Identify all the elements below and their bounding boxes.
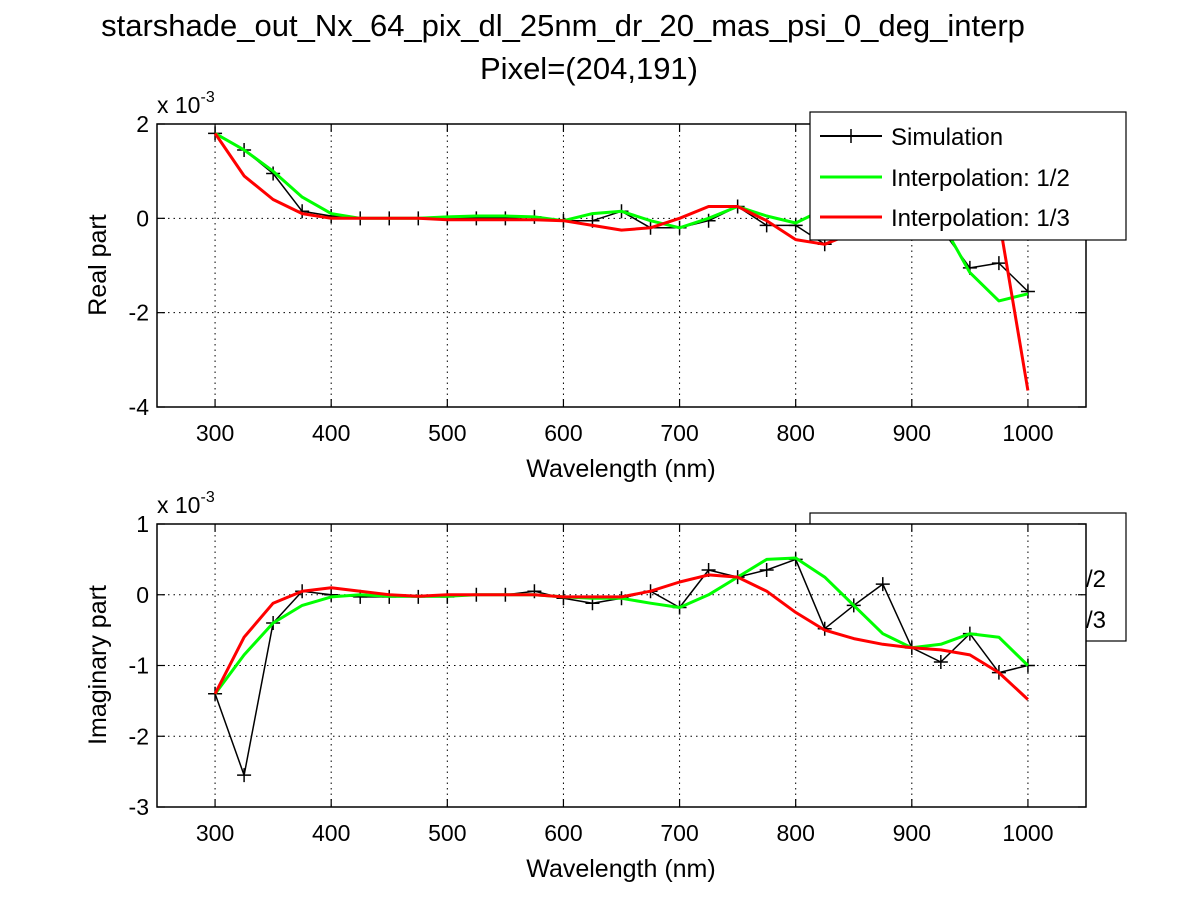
x-tick-label: 600 — [544, 820, 582, 846]
real-series-simulation-point — [1020, 284, 1035, 299]
imag-series-simulation-point — [759, 562, 774, 577]
x-tick-label: 600 — [544, 420, 582, 446]
x-tick-label: 500 — [428, 420, 466, 446]
imag-series-simulation-point — [324, 587, 339, 602]
figure-title-line2: Pixel=(204,191) — [480, 51, 698, 86]
legend-label-interp-half: Interpolation: 1/2 — [891, 165, 1070, 192]
real-part-ticks: 300 400 500 600 700 800 900 1000 -4 -2 0 2 — [129, 111, 1086, 446]
figure-title-line1: starshade_out_Nx_64_pix_dl_25nm_dr_20_ma… — [101, 8, 1025, 43]
imaginary-part-ticks: 300 400 500 600 700 800 900 1000 -3 -2 -1 0 1 — [129, 511, 1086, 846]
real-part-xlabel: Wavelength (nm) — [526, 455, 715, 483]
imag-series-interp-third-line — [213, 573, 1029, 701]
imaginary-part-plot-area — [157, 524, 1086, 807]
x-tick-label: 500 — [428, 820, 466, 846]
imag-series-simulation-point — [933, 654, 948, 669]
real-part-panel: 300 400 500 600 700 800 900 1000 -4 -2 0 2 x 10-3 W… — [84, 89, 1127, 483]
x-tick-label: 800 — [777, 820, 815, 846]
real-part-exponent: x 10-3 — [157, 89, 215, 118]
imag-series-simulation-point — [1020, 658, 1035, 673]
x-tick-label: 700 — [660, 820, 698, 846]
y-tick-label: 2 — [136, 111, 149, 137]
imaginary-part-panel: 300 400 500 600 700 800 900 1000 -3 -2 -1 0 1 x 10-3… — [84, 489, 1087, 883]
x-tick-label: 300 — [196, 420, 234, 446]
imaginary-part-series — [208, 552, 1035, 783]
x-tick-label: 900 — [893, 820, 931, 846]
y-tick-label: -4 — [129, 394, 150, 420]
x-tick-label: 700 — [660, 420, 698, 446]
legend-label-simulation: Simulation — [891, 124, 1003, 151]
imaginary-part-ylabel: Imaginary part — [84, 585, 112, 745]
imaginary-legend-fragment-third: /3 — [1086, 607, 1106, 634]
y-tick-label: -2 — [129, 723, 149, 749]
real-series-simulation-point — [324, 208, 339, 223]
x-tick-label: 400 — [312, 420, 350, 446]
x-tick-label: 400 — [312, 820, 350, 846]
imag-series-simulation-point — [237, 768, 252, 783]
real-part-axes-box — [156, 123, 1087, 408]
x-tick-label: 800 — [777, 420, 815, 446]
real-part-ylabel: Real part — [84, 214, 112, 315]
legend-marker-simulation — [844, 129, 858, 143]
y-tick-label: 0 — [136, 582, 149, 608]
y-tick-label: 0 — [136, 205, 149, 231]
x-tick-label: 900 — [893, 420, 931, 446]
x-tick-label: 1000 — [1002, 820, 1053, 846]
x-tick-label: 300 — [196, 820, 234, 846]
imaginary-part-xlabel: Wavelength (nm) — [526, 855, 715, 883]
legend-label-interp-third: Interpolation: 1/3 — [891, 205, 1070, 232]
real-series-simulation-point — [991, 256, 1006, 271]
imag-series-simulation-point — [875, 577, 890, 592]
y-tick-label: -3 — [129, 794, 149, 820]
real-series-simulation-point — [788, 218, 803, 233]
x-tick-label: 1000 — [1002, 420, 1053, 446]
imag-series-simulation-point — [208, 686, 223, 701]
y-tick-label: 1 — [136, 511, 149, 537]
y-tick-label: -2 — [129, 300, 149, 326]
real-part-legend: Simulation Interpolation: 1/2 Interpolat… — [809, 111, 1127, 241]
imaginary-part-exponent: x 10-3 — [157, 489, 215, 518]
imaginary-legend-fragment-half: /2 — [1086, 566, 1106, 593]
y-tick-label: -1 — [129, 653, 149, 679]
